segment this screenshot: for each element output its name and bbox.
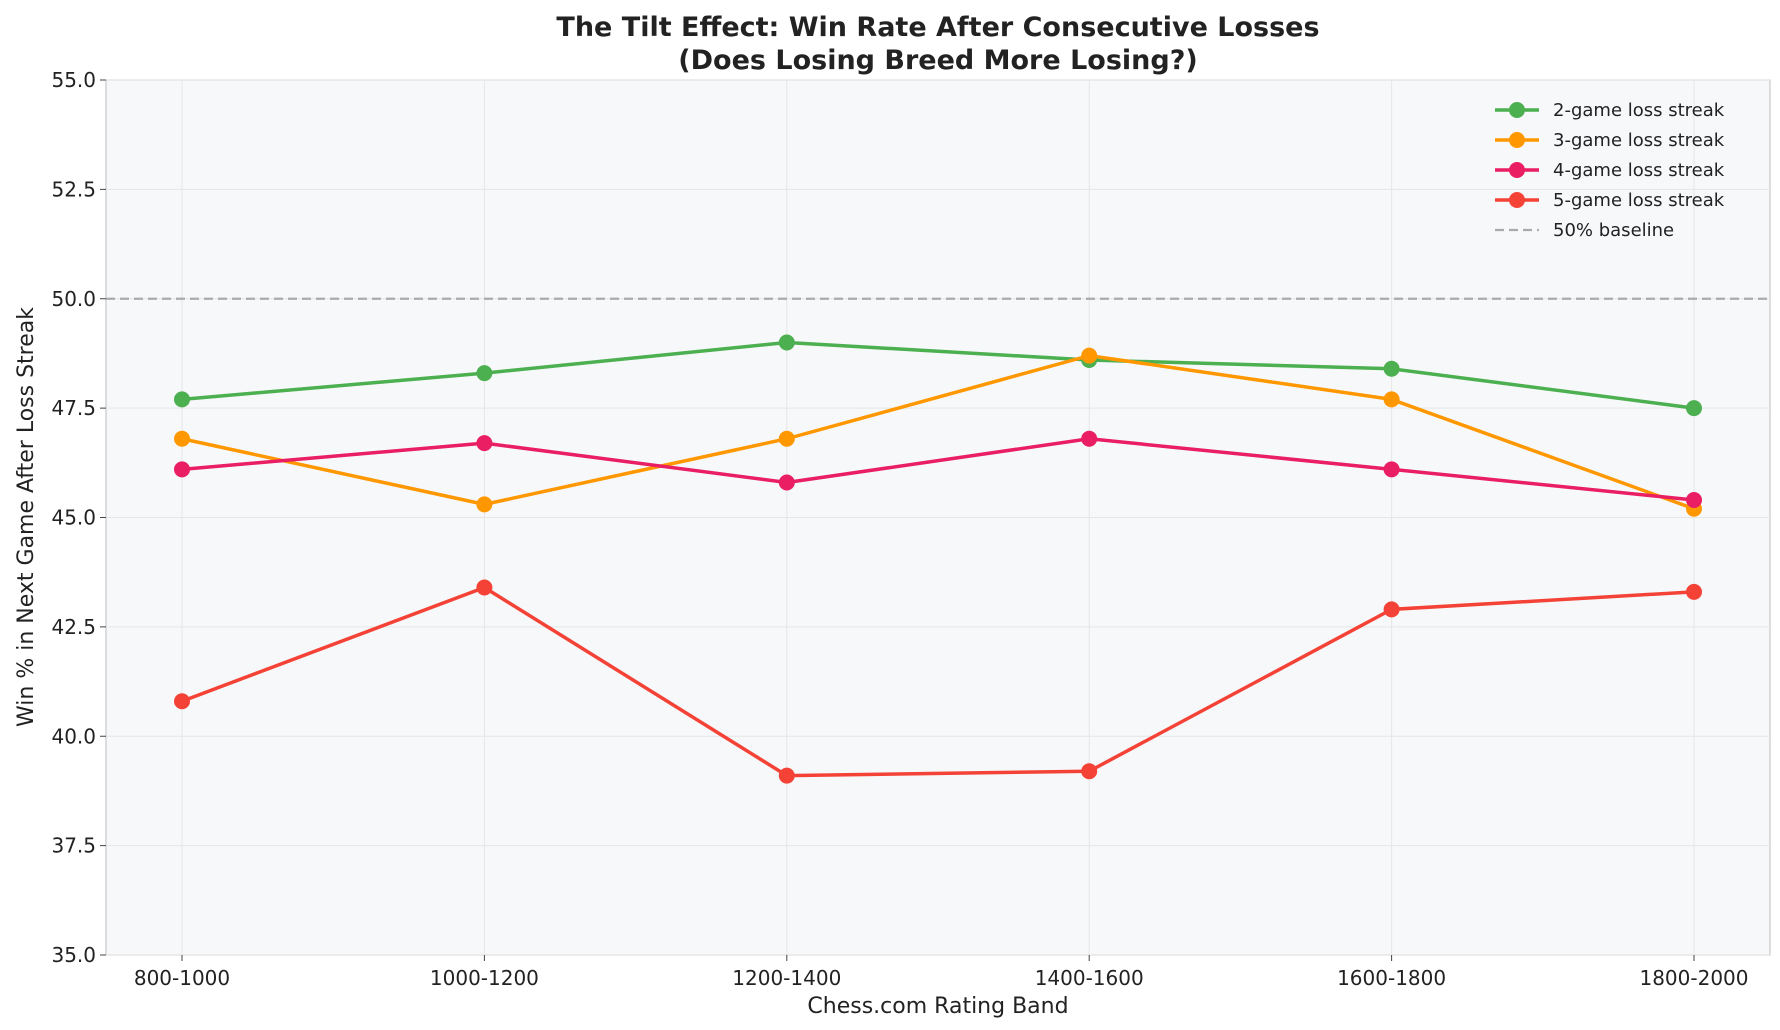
data-point bbox=[1383, 360, 1400, 377]
x-tick-label: 1400-1600 bbox=[1035, 966, 1144, 990]
data-point bbox=[1686, 400, 1702, 417]
data-point bbox=[476, 579, 493, 596]
series-layer bbox=[174, 334, 1702, 784]
series-line bbox=[181, 353, 1695, 511]
data-point bbox=[1686, 583, 1702, 600]
data-point bbox=[1383, 601, 1400, 618]
y-tick-label: 47.5 bbox=[51, 396, 96, 420]
data-point bbox=[174, 391, 190, 408]
data-point bbox=[778, 474, 795, 491]
y-axis-ticks: 35.0 37.5 40.0 42.5 45.0 47.5 50.0 52.5 55.0 bbox=[51, 68, 106, 967]
y-tick-label: 42.5 bbox=[51, 615, 96, 639]
legend-label: 2-game loss streak bbox=[1553, 100, 1725, 121]
legend-label: 4-game loss streak bbox=[1553, 160, 1725, 181]
data-point bbox=[1383, 461, 1400, 478]
data-point bbox=[778, 430, 795, 447]
x-tick-label: 1200-1400 bbox=[732, 966, 841, 990]
data-point bbox=[1081, 347, 1098, 364]
y-tick-label: 37.5 bbox=[51, 834, 96, 858]
y-tick-label: 45.0 bbox=[51, 506, 96, 530]
x-tick-label: 800-1000 bbox=[134, 966, 230, 990]
series-line bbox=[181, 340, 1695, 410]
series-5-game bbox=[174, 579, 1702, 784]
chart-subtitle: (Does Losing Breed More Losing?) bbox=[678, 45, 1197, 76]
y-tick-label: 40.0 bbox=[51, 724, 96, 748]
x-axis-label: Chess.com Rating Band bbox=[807, 994, 1068, 1019]
data-point bbox=[1383, 391, 1400, 408]
y-tick-label: 50.0 bbox=[51, 287, 96, 311]
data-point bbox=[476, 435, 493, 452]
data-point bbox=[476, 365, 493, 382]
data-point bbox=[174, 461, 190, 478]
data-point bbox=[174, 693, 190, 710]
data-point bbox=[174, 430, 190, 447]
series-line bbox=[181, 437, 1695, 502]
legend-label: 50% baseline bbox=[1553, 220, 1674, 241]
legend-label: 3-game loss streak bbox=[1553, 130, 1725, 151]
legend-label: 5-game loss streak bbox=[1553, 190, 1725, 211]
chart-title: The Tilt Effect: Win Rate After Consecut… bbox=[556, 12, 1319, 43]
series-3-game bbox=[174, 347, 1702, 517]
series-line bbox=[181, 585, 1695, 778]
data-point bbox=[1081, 763, 1098, 780]
legend-marker bbox=[1509, 102, 1525, 118]
series-4-game bbox=[174, 430, 1702, 508]
legend-marker bbox=[1509, 162, 1525, 178]
series-2-game bbox=[174, 334, 1702, 417]
data-point bbox=[1081, 430, 1098, 447]
legend-marker bbox=[1509, 192, 1525, 208]
data-point bbox=[778, 334, 795, 351]
x-tick-label: 1600-1800 bbox=[1337, 966, 1446, 990]
legend-marker bbox=[1509, 132, 1525, 148]
data-point bbox=[476, 496, 493, 513]
y-axis-label: Win % in Next Game After Loss Streak bbox=[14, 307, 39, 727]
legend: 2-game loss streak 3-game loss streak 4-ga… bbox=[1495, 100, 1725, 241]
y-tick-label: 35.0 bbox=[51, 943, 96, 967]
data-point bbox=[1686, 492, 1702, 508]
data-point bbox=[778, 767, 795, 784]
x-axis-ticks: 800-1000 1000-1200 1200-1400 1400-1600 1600-… bbox=[134, 955, 1749, 990]
x-tick-label: 1000-1200 bbox=[430, 966, 539, 990]
x-tick-label: 1800-2000 bbox=[1639, 966, 1748, 990]
y-tick-label: 52.5 bbox=[51, 177, 96, 201]
y-tick-label: 55.0 bbox=[51, 68, 96, 92]
